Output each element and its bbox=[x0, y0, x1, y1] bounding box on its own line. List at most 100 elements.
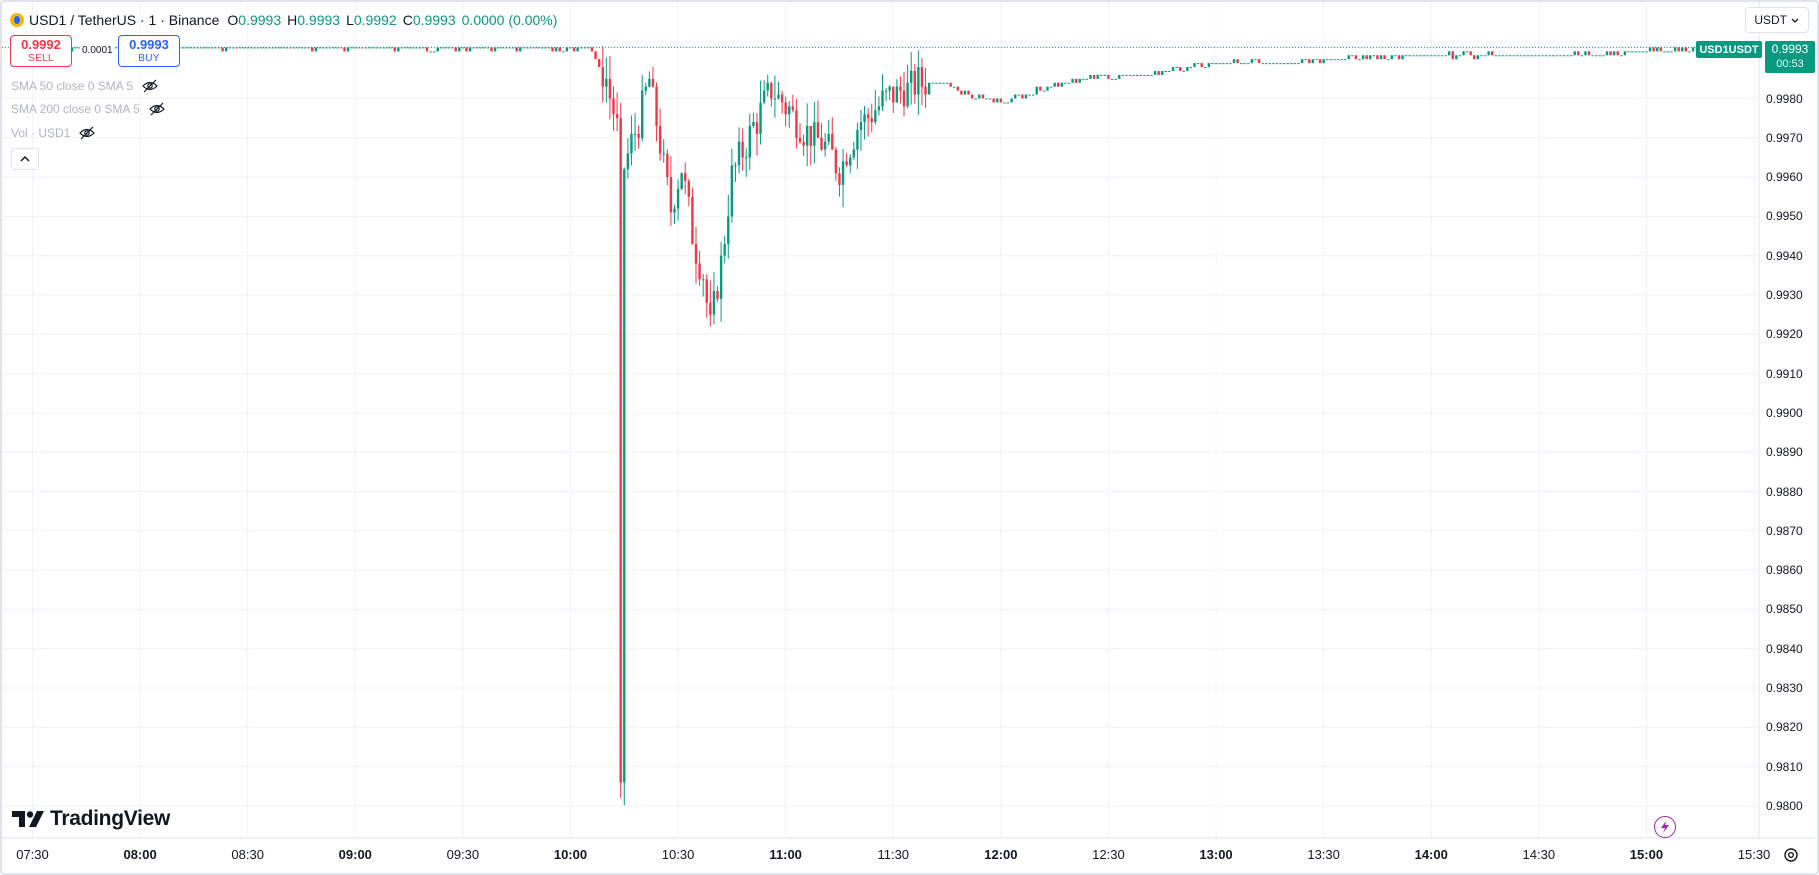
lightning-button[interactable] bbox=[1654, 816, 1676, 838]
settings-gear-icon[interactable] bbox=[1782, 846, 1800, 864]
candle-body-up bbox=[493, 47, 497, 52]
price-tick-label: 0.9940 bbox=[1766, 248, 1803, 263]
candle-body-up bbox=[1279, 63, 1282, 65]
last-price-label: 0.9993 00:53 bbox=[1765, 41, 1815, 73]
candle-body-up bbox=[737, 141, 741, 166]
candle-body-down bbox=[558, 47, 561, 52]
candle-body-up bbox=[1211, 63, 1214, 65]
candle-body-down bbox=[1577, 51, 1580, 56]
candle-body-up bbox=[1537, 55, 1541, 57]
candle-body-up bbox=[1595, 55, 1598, 57]
price-tick-label: 0.9970 bbox=[1766, 130, 1803, 145]
candle-body-up bbox=[745, 157, 748, 159]
price-tick-label: 0.9870 bbox=[1766, 523, 1803, 538]
candle-body-down bbox=[1157, 70, 1160, 75]
currency-selector[interactable]: USDT bbox=[1745, 7, 1809, 33]
brand-name: TradingView bbox=[50, 807, 171, 830]
candle-body-up bbox=[1361, 55, 1365, 60]
eye-hidden-icon[interactable] bbox=[141, 79, 159, 93]
candle-body-up bbox=[1598, 55, 1601, 57]
candle-body-up bbox=[1239, 63, 1243, 65]
study-sma-50[interactable]: SMA 50 close 0 SMA 5 bbox=[11, 77, 159, 95]
time-tick-label: 12:30 bbox=[1092, 847, 1125, 862]
candle-body-up bbox=[1336, 59, 1340, 61]
collapse-legend-button[interactable] bbox=[11, 148, 39, 170]
close-label: C bbox=[402, 12, 413, 28]
candle-body-up bbox=[1562, 55, 1566, 57]
candle-body-up bbox=[1369, 55, 1372, 60]
candle-body-down bbox=[655, 86, 658, 127]
candle-body-up bbox=[1265, 63, 1268, 65]
candle-body-up bbox=[74, 47, 77, 49]
candle-body-down bbox=[1074, 78, 1078, 83]
candle-body-up bbox=[293, 47, 296, 49]
candlestick-series bbox=[20, 45, 1745, 806]
price-tick-label: 0.9980 bbox=[1766, 91, 1803, 106]
candle-body-up bbox=[953, 86, 956, 88]
candle-body-up bbox=[1028, 94, 1031, 96]
candle-body-up bbox=[1110, 78, 1114, 80]
eye-hidden-icon[interactable] bbox=[148, 102, 166, 116]
candle-body-down bbox=[999, 98, 1003, 103]
study-sma-200[interactable]: SMA 200 close 0 SMA 5 bbox=[11, 100, 166, 118]
candle-body-up bbox=[1196, 63, 1200, 65]
candle-body-up bbox=[476, 47, 479, 49]
candle-body-down bbox=[845, 161, 848, 166]
candle-body-down bbox=[956, 86, 960, 91]
candle-body-down bbox=[960, 90, 963, 95]
candle-body-down bbox=[949, 82, 952, 87]
candle-body-up bbox=[432, 51, 436, 53]
candle-body-up bbox=[963, 90, 967, 95]
candle-body-up bbox=[332, 47, 335, 49]
price-tick-label: 0.9900 bbox=[1766, 405, 1803, 420]
change-value: 0.0000 (0.00%) bbox=[461, 12, 558, 28]
eye-hidden-icon[interactable] bbox=[78, 126, 96, 140]
candle-body-up bbox=[1379, 55, 1383, 60]
candle-body-down bbox=[694, 243, 698, 264]
candle-body-up bbox=[1132, 74, 1135, 76]
candle-body-down bbox=[1659, 47, 1662, 52]
candle-body-down bbox=[924, 86, 927, 95]
candle-body-up bbox=[203, 47, 206, 49]
candle-body-up bbox=[422, 47, 425, 49]
candle-body-down bbox=[666, 153, 669, 178]
candle-body-up bbox=[1333, 59, 1336, 61]
candle-body-up bbox=[884, 90, 888, 92]
candle-body-up bbox=[1681, 47, 1684, 52]
candle-body-up bbox=[257, 47, 260, 49]
candle-body-up bbox=[1655, 47, 1659, 52]
candle-body-up bbox=[730, 165, 734, 217]
symbol-title[interactable]: USD1 / TetherUS · 1 · Binance bbox=[29, 12, 220, 28]
candle-body-up bbox=[1530, 55, 1533, 57]
candle-body-up bbox=[1627, 51, 1630, 53]
study-volume[interactable]: Vol · USD1 bbox=[11, 124, 96, 142]
tradingview-logo[interactable]: TradingView bbox=[12, 807, 170, 831]
candle-body-down bbox=[802, 141, 805, 146]
candle-body-up bbox=[1150, 74, 1153, 76]
chevron-down-icon bbox=[1791, 18, 1799, 23]
candle-body-up bbox=[1010, 98, 1013, 103]
candle-body-up bbox=[996, 98, 999, 103]
candle-body-down bbox=[967, 90, 970, 95]
candle-body-up bbox=[648, 78, 651, 87]
candle-body-up bbox=[1031, 94, 1035, 96]
candle-body-up bbox=[849, 157, 852, 166]
candle-body-up bbox=[1347, 55, 1350, 60]
sell-button[interactable]: 0.9992 SELL bbox=[10, 35, 72, 67]
usd1-coin-icon bbox=[10, 13, 24, 27]
candle-body-up bbox=[1437, 55, 1440, 57]
candle-body-down bbox=[601, 67, 604, 87]
tradingview-mark-icon bbox=[12, 811, 44, 827]
buy-button[interactable]: 0.9993 BUY bbox=[118, 35, 180, 67]
candle-body-up bbox=[1143, 74, 1146, 76]
candle-body-up bbox=[1501, 55, 1505, 57]
candle-body-up bbox=[1186, 67, 1189, 71]
candle-body-down bbox=[816, 122, 820, 138]
candle-body-up bbox=[633, 133, 637, 135]
candle-body-up bbox=[1300, 59, 1304, 64]
price-tick-label: 0.9850 bbox=[1766, 602, 1803, 617]
candle-body-up bbox=[1121, 74, 1124, 76]
